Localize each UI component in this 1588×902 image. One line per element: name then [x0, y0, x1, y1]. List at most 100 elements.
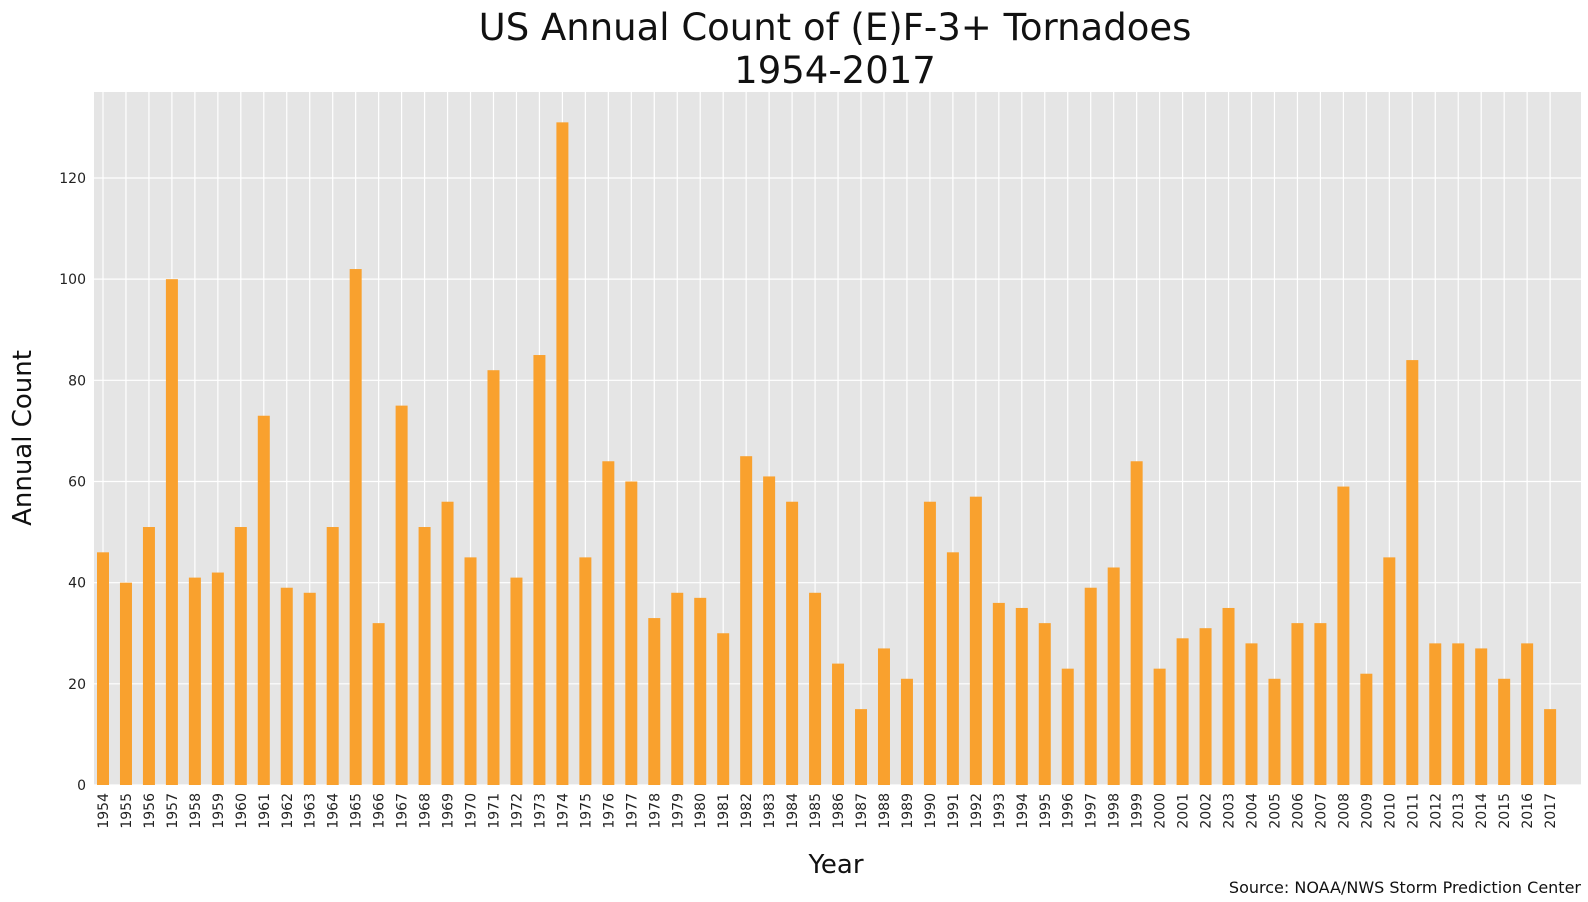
bar-layer: [97, 122, 1557, 786]
bar-2001: [1176, 638, 1189, 785]
bar-1984: [786, 501, 799, 785]
x-tick-label: 1988: [877, 793, 893, 829]
bar-2006: [1291, 623, 1304, 785]
bar-1955: [119, 582, 132, 785]
x-tick-label: 1968: [418, 793, 434, 829]
x-tick-label: 2005: [1267, 793, 1283, 829]
bar-1996: [1061, 668, 1074, 785]
x-tick-label: 2007: [1313, 793, 1329, 829]
x-tick-label: 1991: [946, 793, 962, 829]
bar-1991: [946, 552, 959, 785]
x-tick-label: 2015: [1497, 793, 1513, 829]
x-tick-label: 1984: [785, 793, 801, 829]
source-note: Source: NOAA/NWS Storm Prediction Center: [1229, 878, 1582, 897]
x-tick-label: 1999: [1130, 793, 1146, 829]
x-tick-label: 1956: [142, 793, 158, 829]
y-tick-label: 100: [59, 272, 86, 288]
bar-1995: [1038, 623, 1051, 785]
bar-2003: [1222, 607, 1235, 785]
x-tick-label: 1989: [900, 793, 916, 829]
bar-2014: [1475, 648, 1488, 785]
x-tick-label: 1972: [509, 793, 525, 829]
bar-2015: [1498, 678, 1511, 785]
x-tick-label: 1986: [831, 793, 847, 829]
x-tick-label: 1996: [1061, 793, 1077, 829]
x-tick-label: 1977: [624, 793, 640, 829]
x-tick-label: 1983: [762, 793, 778, 829]
x-tick-label: 1975: [578, 793, 594, 829]
x-tick-label: 1998: [1107, 793, 1123, 829]
x-tick-label: 1962: [280, 793, 296, 829]
bar-2011: [1406, 360, 1419, 785]
bar-2009: [1360, 673, 1373, 785]
bar-1974: [556, 122, 569, 786]
x-tick-label: 1958: [188, 793, 204, 829]
y-axis-label: Annual Count: [8, 350, 38, 526]
bar-1994: [1015, 607, 1028, 785]
bar-1970: [464, 557, 477, 785]
x-tick-label: 1978: [647, 793, 663, 829]
x-tick-label: 1967: [395, 793, 411, 829]
bar-1958: [188, 577, 201, 785]
x-tick-label: 2002: [1199, 793, 1215, 829]
y-tick-label: 80: [68, 373, 86, 389]
bar-1965: [349, 269, 362, 785]
bar-1979: [671, 592, 684, 785]
x-axis-label: Year: [807, 850, 863, 880]
y-tick-label: 0: [77, 778, 86, 794]
bar-2012: [1429, 643, 1442, 785]
x-tick-label: 1966: [372, 793, 388, 829]
bar-1978: [648, 618, 661, 785]
x-tick-label: 2012: [1428, 793, 1444, 829]
bar-1960: [234, 527, 247, 785]
bar-1983: [763, 476, 776, 785]
x-tick-label: 1982: [739, 793, 755, 829]
bar-1988: [877, 648, 890, 785]
bar-1962: [280, 587, 293, 785]
bar-1972: [510, 577, 523, 785]
y-tick-label: 120: [59, 171, 86, 187]
x-tick-label: 2013: [1451, 793, 1467, 829]
bar-1980: [694, 597, 707, 785]
x-tick-label: 2014: [1474, 793, 1490, 829]
bar-1982: [740, 456, 753, 785]
chart-title: US Annual Count of (E)F-3+ Tornadoes: [479, 6, 1192, 49]
bar-2008: [1337, 486, 1350, 785]
x-tick-label: 2004: [1245, 793, 1261, 829]
x-tick-label: 1973: [532, 793, 548, 829]
bar-1969: [441, 501, 454, 785]
x-tick-label: 2010: [1382, 793, 1398, 829]
x-tick-label: 1987: [854, 793, 870, 829]
bar-1976: [602, 461, 615, 785]
bar-2005: [1268, 678, 1281, 785]
x-tick-label: 1969: [441, 793, 457, 829]
bar-1964: [326, 527, 339, 785]
bar-2016: [1521, 643, 1534, 785]
bar-1977: [625, 481, 638, 785]
x-tick-label: 2003: [1222, 793, 1238, 829]
bar-1961: [257, 415, 270, 785]
bar-1992: [969, 496, 982, 785]
x-tick-label: 2011: [1405, 793, 1421, 829]
x-tick-label: 1976: [601, 793, 617, 829]
bar-1989: [900, 678, 913, 785]
bar-1998: [1107, 567, 1120, 785]
bar-1959: [211, 572, 224, 785]
x-tick-label: 1971: [486, 793, 502, 829]
bar-1967: [395, 405, 408, 785]
bar-2000: [1153, 668, 1166, 785]
x-tick-label: 2000: [1153, 793, 1169, 829]
x-tick-label: 1965: [349, 793, 365, 829]
bar-1993: [992, 602, 1005, 785]
bar-1975: [579, 557, 592, 785]
x-tick-label: 1979: [670, 793, 686, 829]
bar-2004: [1245, 643, 1258, 785]
x-tick-label: 1994: [1015, 793, 1031, 829]
x-tick-label: 1959: [211, 793, 227, 829]
bar-1985: [809, 592, 822, 785]
x-tick-label: 2017: [1543, 793, 1559, 829]
x-tick-label: 1954: [96, 793, 112, 829]
x-tick-label: 1981: [716, 793, 732, 829]
bar-1999: [1130, 461, 1143, 785]
